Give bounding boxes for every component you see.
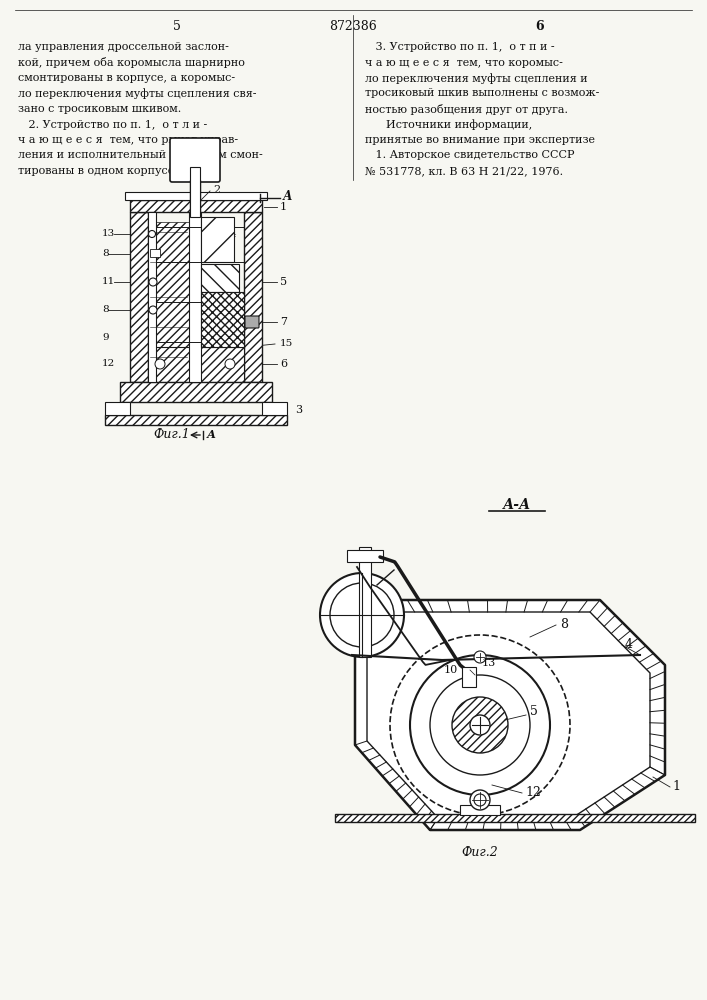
Text: принятые во внимание при экспертизе: принятые во внимание при экспертизе <box>365 135 595 145</box>
Text: 4: 4 <box>230 230 237 239</box>
Polygon shape <box>355 600 665 830</box>
Circle shape <box>470 790 490 810</box>
Circle shape <box>430 675 530 775</box>
Bar <box>189 212 201 382</box>
Circle shape <box>474 651 486 663</box>
Text: 5: 5 <box>280 277 287 287</box>
Text: 11: 11 <box>102 277 115 286</box>
Bar <box>156 222 189 382</box>
Circle shape <box>410 655 550 795</box>
Bar <box>201 292 244 347</box>
Bar <box>130 200 262 212</box>
Text: 2. Устройство по п. 1,  о т л и -: 2. Устройство по п. 1, о т л и - <box>18 119 207 129</box>
Bar <box>125 192 267 200</box>
Text: 15: 15 <box>280 340 293 349</box>
Bar <box>190 180 200 212</box>
Bar <box>130 212 148 382</box>
Circle shape <box>452 697 508 753</box>
Text: смонтированы в корпусе, а коромыс-: смонтированы в корпусе, а коромыс- <box>18 73 235 83</box>
Text: 13: 13 <box>482 658 496 668</box>
Text: 5: 5 <box>173 20 181 33</box>
Text: 3: 3 <box>295 405 302 415</box>
Bar <box>150 249 160 257</box>
Text: 12: 12 <box>102 360 115 368</box>
Text: 6: 6 <box>280 359 287 369</box>
Text: кой, причем оба коромысла шарнирно: кой, причем оба коромысла шарнирно <box>18 57 245 68</box>
Bar <box>201 264 239 292</box>
Bar <box>148 212 156 382</box>
Text: ч а ю щ е е с я  тем, что коромыс-: ч а ю щ е е с я тем, что коромыс- <box>365 57 563 68</box>
Text: 3. Устройство по п. 1,  о т п и -: 3. Устройство по п. 1, о т п и - <box>365 42 554 52</box>
Circle shape <box>148 231 156 237</box>
Text: № 531778, кл. В 63 Н 21/22, 1976.: № 531778, кл. В 63 Н 21/22, 1976. <box>365 166 563 176</box>
Text: 1: 1 <box>280 202 287 212</box>
Circle shape <box>470 715 490 735</box>
Bar <box>347 550 383 562</box>
Text: тированы в одном корпусе.: тированы в одном корпусе. <box>18 166 177 176</box>
Circle shape <box>149 278 157 286</box>
Text: 10: 10 <box>223 273 236 282</box>
Circle shape <box>330 583 394 647</box>
Circle shape <box>225 359 235 369</box>
Bar <box>335 814 695 822</box>
Text: А-А: А-А <box>503 498 531 512</box>
Bar <box>105 402 130 415</box>
Bar <box>244 212 262 382</box>
Text: ло переключения муфты сцепления свя-: ло переключения муфты сцепления свя- <box>18 89 257 99</box>
Circle shape <box>474 794 486 806</box>
Bar <box>359 547 371 657</box>
Text: 9: 9 <box>102 332 109 342</box>
Circle shape <box>320 573 404 657</box>
Polygon shape <box>367 612 650 818</box>
Text: 6: 6 <box>536 20 544 33</box>
Text: ления и исполнительный механизм смон-: ления и исполнительный механизм смон- <box>18 150 263 160</box>
Circle shape <box>155 359 165 369</box>
Text: А: А <box>283 190 293 204</box>
Text: 5: 5 <box>530 705 538 718</box>
Text: ла управления дроссельной заслон-: ла управления дроссельной заслон- <box>18 42 229 52</box>
Text: зано с тросиковым шкивом.: зано с тросиковым шкивом. <box>18 104 181 114</box>
Bar <box>148 347 244 382</box>
Text: Фиг.2: Фиг.2 <box>462 846 498 859</box>
Text: 12: 12 <box>525 786 541 800</box>
Bar <box>262 402 287 415</box>
Text: ч а ю щ е е с я  тем, что рычаг управ-: ч а ю щ е е с я тем, что рычаг управ- <box>18 135 238 145</box>
FancyBboxPatch shape <box>170 138 220 182</box>
Text: 1. Авторское свидетельство СССР: 1. Авторское свидетельство СССР <box>365 150 575 160</box>
Bar <box>120 382 272 402</box>
Text: тросиковый шкив выполнены с возмож-: тросиковый шкив выполнены с возмож- <box>365 89 600 99</box>
Text: А: А <box>207 430 216 440</box>
Text: 7: 7 <box>280 317 287 327</box>
Circle shape <box>149 306 157 314</box>
Text: 1: 1 <box>672 780 680 794</box>
Bar <box>460 805 500 815</box>
Bar <box>462 667 476 687</box>
Text: 8: 8 <box>102 306 109 314</box>
Text: 13: 13 <box>102 230 115 238</box>
Text: 8: 8 <box>102 249 109 258</box>
Text: 2: 2 <box>213 185 220 195</box>
FancyBboxPatch shape <box>245 316 259 328</box>
Bar <box>190 167 200 217</box>
Text: Фиг.1: Фиг.1 <box>153 428 189 442</box>
Text: ностью разобщения друг от друга.: ностью разобщения друг от друга. <box>365 104 568 115</box>
Text: 872386: 872386 <box>329 20 377 33</box>
Bar <box>201 217 234 262</box>
Bar <box>105 415 287 425</box>
Text: 8: 8 <box>560 618 568 632</box>
Text: Источники информации,: Источники информации, <box>365 119 532 130</box>
Text: 4: 4 <box>625 639 633 652</box>
Text: ло переключения муфты сцепления и: ло переключения муфты сцепления и <box>365 73 588 84</box>
Text: 10: 10 <box>444 665 458 675</box>
